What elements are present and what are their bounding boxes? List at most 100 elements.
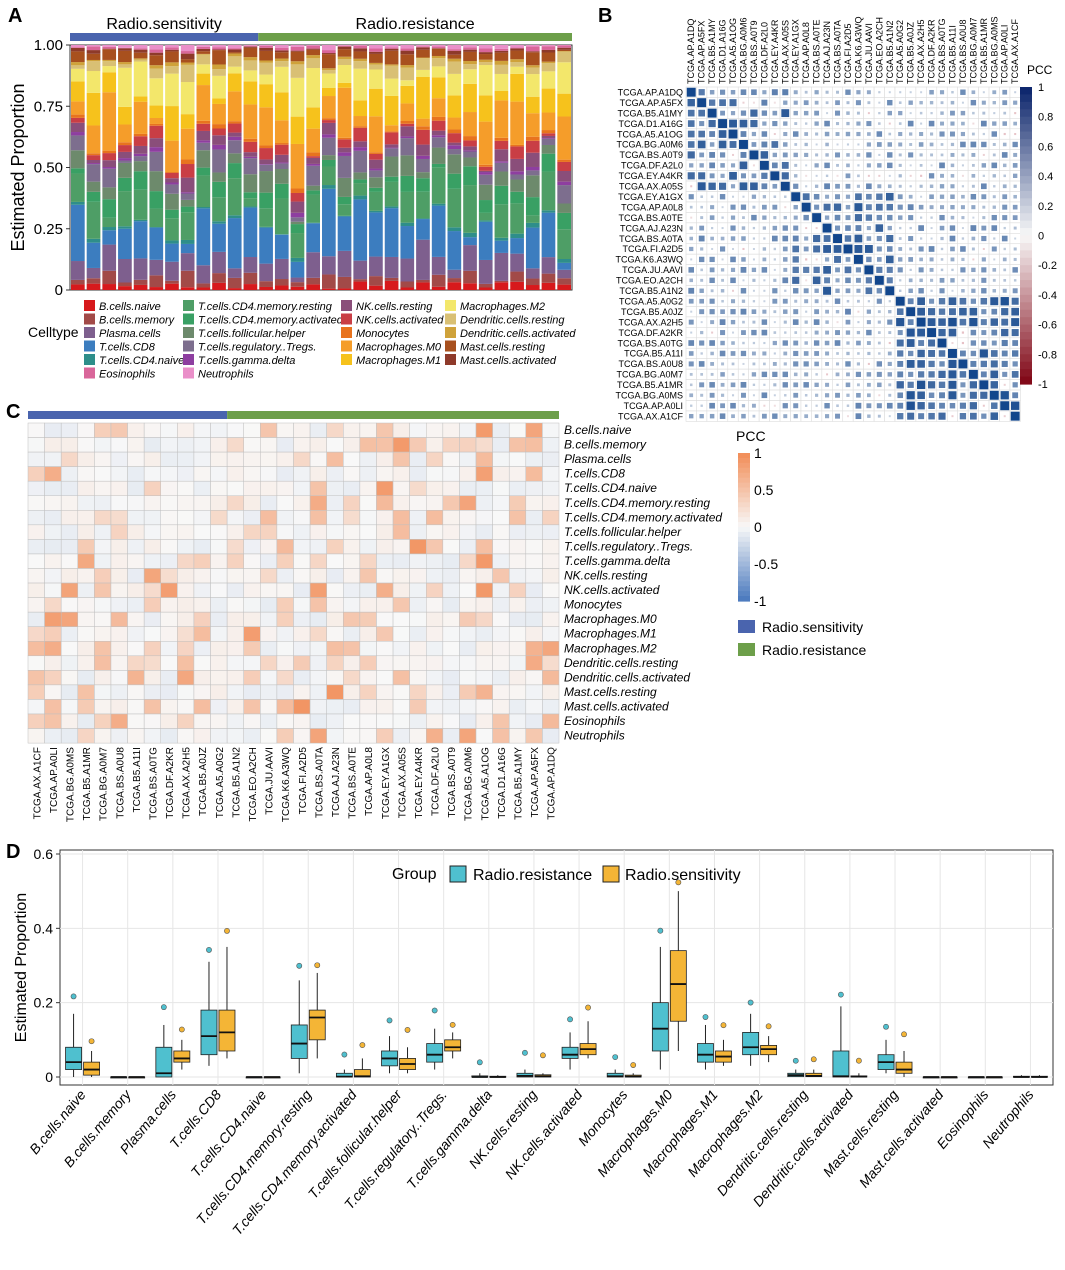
corr-marker [824, 257, 830, 262]
bar-segment [259, 263, 273, 282]
corr-marker [981, 141, 987, 148]
corr-marker [709, 413, 715, 419]
heat-cell [160, 466, 178, 482]
bar-segment [196, 120, 211, 124]
bar-segment [510, 144, 524, 147]
col-label: TCGA.B5.A0JZ [198, 747, 209, 816]
corr-marker [699, 152, 705, 158]
heat-cell [94, 437, 112, 453]
corr-marker [804, 372, 809, 377]
heat-cell [492, 422, 510, 438]
corr-marker [846, 153, 850, 157]
corr-marker [721, 299, 724, 303]
row-label: T.cells.CD4.memory.activated [564, 510, 722, 524]
bar-segment [165, 66, 179, 74]
corr-marker [845, 215, 851, 221]
corr-marker [710, 236, 714, 241]
bar-segment [133, 49, 148, 53]
corr-marker [990, 297, 999, 306]
row-label: TCGA.K6.A3WQ [615, 255, 683, 265]
corr-marker [1001, 339, 1008, 347]
heat-cell [459, 568, 477, 584]
bar-segment [102, 45, 117, 47]
corr-marker [982, 404, 985, 407]
corr-marker [794, 143, 798, 146]
bar-segment [227, 52, 242, 54]
corr-marker [867, 300, 870, 303]
heat-cell [343, 641, 361, 657]
bar-segment [400, 287, 415, 290]
corr-marker [948, 391, 957, 400]
corr-marker [751, 351, 756, 356]
box-outlier [792, 1057, 799, 1064]
corr-marker [948, 328, 957, 337]
heat-cell [392, 437, 410, 453]
legend-label: T.cells.CD8 [99, 342, 156, 354]
x-tick-label: Mast.cells.activated [856, 1086, 948, 1191]
corr-marker [950, 215, 955, 220]
heat-cell [426, 510, 444, 526]
bar-segment [525, 113, 540, 137]
corr-marker [835, 122, 840, 126]
bar-segment [525, 227, 540, 269]
heat-cell [243, 611, 261, 627]
heat-cell [143, 466, 161, 482]
row-label: Macrophages.M1 [564, 627, 657, 641]
heat-cell [260, 480, 278, 497]
heat-cell [94, 611, 112, 627]
heat-cell [309, 480, 327, 497]
row-label: TCGA.A5.A1OG [617, 129, 683, 139]
box-outlier [404, 1027, 411, 1033]
box-body [697, 1043, 714, 1063]
heat-cell [459, 539, 477, 555]
heat-cell [293, 524, 311, 540]
heat-cell [94, 582, 112, 598]
corr-marker [960, 110, 966, 116]
corr-marker [709, 267, 715, 273]
colorbar-segment [738, 507, 750, 513]
corr-marker [773, 268, 776, 271]
corr-marker [1003, 111, 1007, 115]
bar-segment [71, 114, 85, 118]
corr-marker [709, 215, 715, 220]
corr-marker [908, 215, 914, 221]
heat-cell [409, 553, 427, 569]
corr-marker [908, 278, 913, 283]
corr-marker [815, 143, 818, 146]
panel-label-d: D [6, 841, 20, 863]
bar-segment [416, 126, 430, 130]
box-body [290, 1024, 308, 1059]
heat-cell [392, 641, 410, 657]
legend-swatch [341, 354, 352, 365]
corr-marker [836, 404, 839, 408]
y-tick-label: 0.50 [34, 160, 63, 177]
heat-cell [508, 713, 527, 729]
corr-marker [751, 329, 757, 336]
bar-segment [165, 51, 179, 63]
colorbar-segment [738, 522, 750, 528]
corr-marker [751, 403, 756, 408]
corr-marker [1011, 329, 1019, 337]
bar-segment [494, 100, 509, 138]
corr-marker [793, 100, 798, 105]
heat-cell [542, 510, 560, 526]
heat-cell [309, 611, 327, 627]
corr-marker [710, 205, 715, 210]
heat-cell [210, 451, 228, 467]
bar-segment [353, 116, 368, 127]
y-tick-label: 1.00 [34, 37, 63, 54]
corr-marker [888, 309, 892, 314]
corr-marker [888, 122, 891, 125]
row-label: TCGA.AP.A1DQ [618, 87, 683, 97]
heat-cell [94, 480, 112, 497]
heat-cell [492, 597, 510, 613]
heat-cell [94, 699, 112, 715]
heat-cell [276, 699, 294, 715]
heat-cell [210, 626, 228, 642]
bar-segment [525, 52, 540, 66]
corr-marker [928, 360, 935, 368]
corr-marker [950, 110, 955, 116]
heat-cell [392, 466, 410, 482]
bar-segment [510, 174, 524, 180]
row-label: TCGA.EY.A1GX [618, 192, 683, 202]
